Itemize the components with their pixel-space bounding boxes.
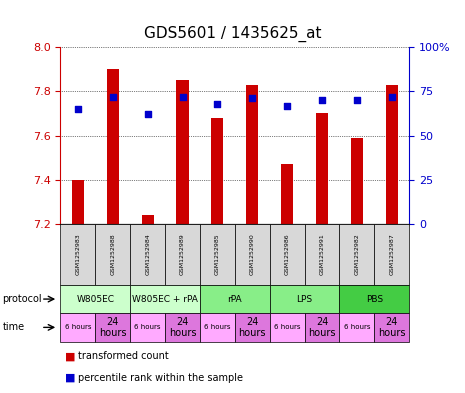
Text: 6 hours: 6 hours [134,324,161,331]
Text: 6 hours: 6 hours [274,324,300,331]
Text: W805EC: W805EC [76,295,114,303]
Point [353,97,361,103]
Text: 6 hours: 6 hours [65,324,91,331]
Text: percentile rank within the sample: percentile rank within the sample [78,373,243,383]
Text: rPA: rPA [227,295,242,303]
Point [248,95,256,101]
Bar [316,114,328,224]
Text: 24
hours: 24 hours [239,317,266,338]
Point [214,101,221,107]
Text: GSM1252991: GSM1252991 [319,233,325,275]
Bar [141,215,154,224]
Text: GSM1252990: GSM1252990 [250,233,255,275]
Bar [72,180,84,224]
Text: transformed count: transformed count [78,351,169,361]
Text: GSM1252984: GSM1252984 [145,233,150,275]
Bar [211,118,224,224]
Bar [385,85,398,224]
Text: GSM1252985: GSM1252985 [215,234,220,275]
Text: GSM1252986: GSM1252986 [285,234,290,275]
Text: ■: ■ [65,373,76,383]
Bar [246,85,259,224]
Point [283,103,291,109]
Text: W805EC + rPA: W805EC + rPA [132,295,198,303]
Bar [351,138,363,224]
Text: 24
hours: 24 hours [308,317,336,338]
Point [318,97,325,103]
Text: GSM1252987: GSM1252987 [389,233,394,275]
Text: GSM1252983: GSM1252983 [75,233,80,275]
Text: 24
hours: 24 hours [99,317,126,338]
Text: GSM1252989: GSM1252989 [180,233,185,275]
Text: 6 hours: 6 hours [344,324,370,331]
Bar [106,69,119,224]
Text: time: time [2,322,25,332]
Point [144,111,152,118]
Point [179,94,186,100]
Text: ■: ■ [65,351,76,361]
Point [109,94,116,100]
Text: PBS: PBS [366,295,383,303]
Text: 24
hours: 24 hours [378,317,405,338]
Point [388,94,395,100]
Text: 24
hours: 24 hours [169,317,196,338]
Bar [281,164,293,224]
Text: GDS5601 / 1435625_at: GDS5601 / 1435625_at [144,26,321,42]
Text: LPS: LPS [297,295,312,303]
Text: 6 hours: 6 hours [204,324,231,331]
Text: protocol: protocol [2,294,42,304]
Point [74,106,82,112]
Bar [176,80,189,224]
Text: GSM1252982: GSM1252982 [354,233,359,275]
Text: GSM1252988: GSM1252988 [110,234,115,275]
